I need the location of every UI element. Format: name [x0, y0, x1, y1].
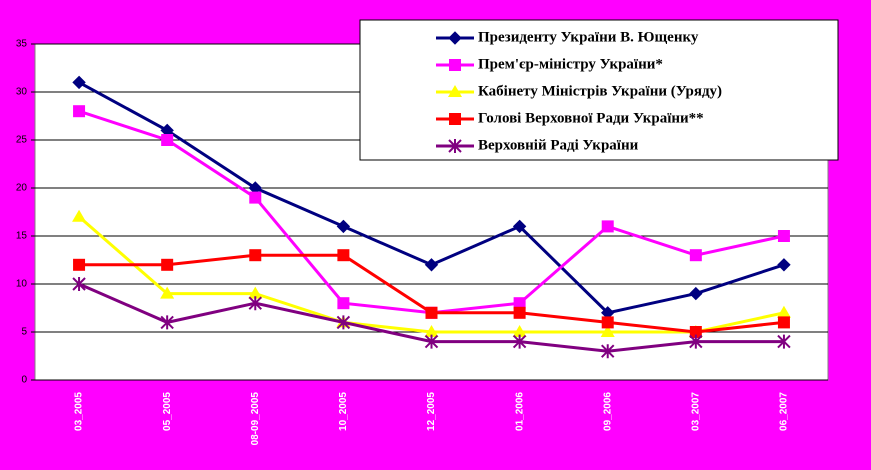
- legend-label: Голові Верховної Ради України**: [478, 110, 704, 126]
- point: [601, 316, 614, 329]
- point: [513, 306, 526, 319]
- y-tick-label: 10: [16, 279, 28, 290]
- x-tick-label: 05_2005: [162, 392, 173, 431]
- point: [336, 219, 351, 234]
- legend-label: Верховній Раді України: [478, 137, 639, 153]
- point: [512, 325, 527, 337]
- point: [777, 316, 790, 329]
- point: [248, 296, 262, 311]
- point: [337, 249, 350, 262]
- legend-label: Президенту України В. Ющенку: [478, 29, 699, 45]
- point: [776, 305, 791, 318]
- point: [424, 325, 439, 337]
- point: [689, 334, 703, 349]
- point: [424, 258, 439, 272]
- point: [777, 258, 791, 272]
- y-tick-label: 0: [21, 375, 27, 386]
- point: [777, 230, 790, 242]
- legend: [359, 19, 839, 161]
- x-tick-label: 10_2005: [338, 392, 349, 431]
- point: [72, 277, 86, 291]
- point: [72, 209, 87, 222]
- legend-label: Прем'єр-міністру України*: [478, 56, 663, 72]
- x-tick-label: 08-09_2005: [250, 392, 261, 446]
- point: [161, 134, 174, 146]
- point: [601, 344, 615, 359]
- y-tick-label: 20: [16, 183, 28, 194]
- point: [249, 191, 262, 204]
- x-tick-label: 03_2007: [690, 392, 701, 431]
- point: [424, 334, 439, 349]
- point: [601, 220, 614, 233]
- point: [777, 334, 791, 349]
- x-tick-label: 01_2006: [514, 392, 525, 431]
- point: [600, 325, 615, 337]
- point: [337, 297, 350, 310]
- point: [513, 297, 526, 310]
- legend-swatch: [449, 113, 461, 125]
- point: [689, 286, 703, 301]
- point: [161, 258, 174, 271]
- point: [512, 219, 527, 234]
- y-tick-label: 30: [16, 87, 28, 98]
- legend-swatch: [448, 85, 462, 97]
- x-tick-label: 03_2005: [74, 392, 85, 431]
- x-tick-label: 09_2006: [602, 392, 613, 431]
- y-tick-label: 5: [21, 327, 27, 338]
- legend-label: Кабінету Міністрів України (Уряду): [478, 83, 722, 99]
- legend-swatch: [448, 31, 462, 45]
- point: [689, 326, 702, 338]
- point: [512, 334, 527, 349]
- point: [248, 286, 263, 299]
- point: [336, 315, 351, 330]
- point: [160, 315, 174, 330]
- point: [689, 249, 702, 262]
- legend-swatch: [448, 139, 462, 153]
- legend-swatch: [449, 59, 461, 71]
- y-tick-label: 35: [16, 39, 28, 50]
- point: [160, 286, 175, 299]
- y-tick-label: 25: [16, 135, 28, 146]
- point: [73, 105, 86, 118]
- point: [249, 249, 262, 262]
- point: [73, 258, 86, 271]
- x-tick-label: 12_2005: [426, 392, 437, 431]
- y-tick-label: 15: [16, 231, 28, 242]
- point: [425, 306, 438, 319]
- point: [72, 75, 86, 90]
- x-tick-label: 06_2007: [779, 392, 790, 431]
